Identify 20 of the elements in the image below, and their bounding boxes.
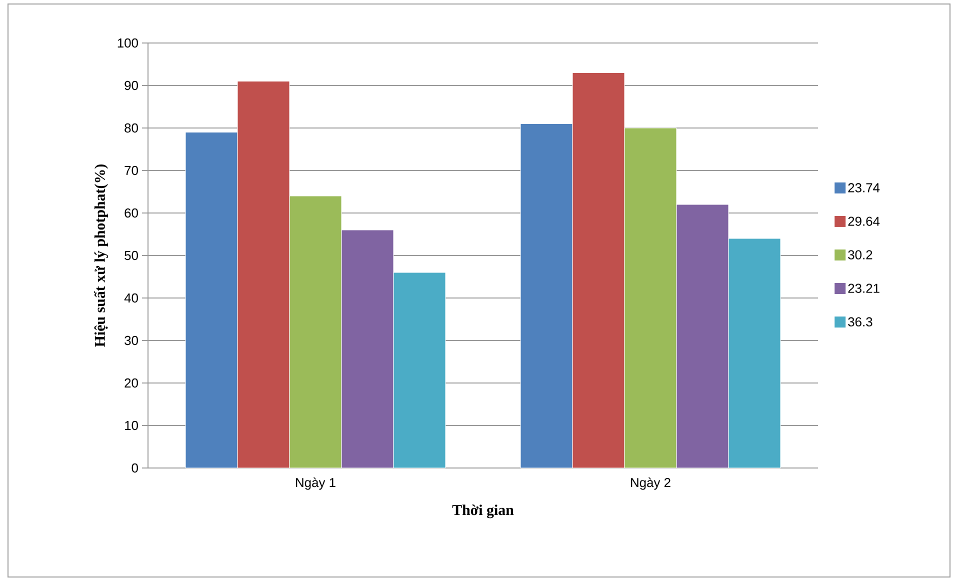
legend-label: 29.64 bbox=[848, 216, 880, 226]
y-tick-label: 50 bbox=[124, 250, 138, 260]
y-tick-label: 100 bbox=[118, 38, 138, 48]
y-tick-label: 20 bbox=[124, 378, 138, 388]
x-tick-label: Ngày 1 bbox=[296, 478, 336, 490]
legend-label: 23.74 bbox=[848, 183, 880, 192]
y-tick-label: 90 bbox=[124, 80, 138, 90]
y-tick-label: 0 bbox=[132, 463, 138, 473]
x-axis-title: Thời gian bbox=[452, 504, 514, 518]
y-tick-label: 30 bbox=[124, 336, 138, 346]
y-tick-label: 40 bbox=[124, 293, 138, 303]
y-tick-label: 80 bbox=[124, 123, 138, 133]
y-tick-label: 70 bbox=[124, 166, 138, 176]
legend-label: 23.21 bbox=[848, 284, 880, 293]
x-tick-label: Ngày 2 bbox=[631, 478, 670, 490]
y-tick-label: 60 bbox=[124, 208, 138, 218]
legend-label: 36.3 bbox=[848, 317, 872, 326]
legend-label: 30.2 bbox=[848, 250, 872, 260]
y-axis-title: Hiệu suất xử lý photphat(%) bbox=[94, 164, 108, 347]
y-tick-label: 10 bbox=[125, 420, 138, 430]
